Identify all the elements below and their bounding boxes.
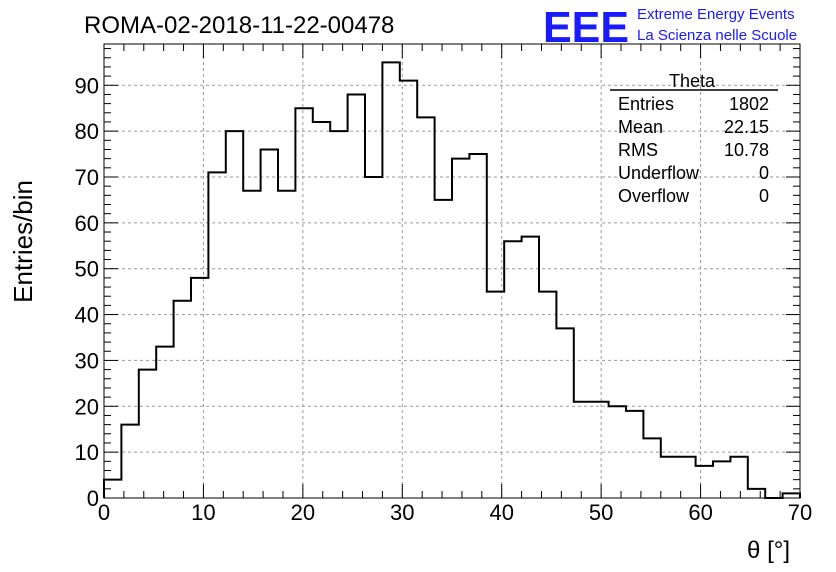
histogram-bin (417, 117, 434, 498)
stats-row-label: RMS (618, 140, 658, 160)
histogram-bin (574, 402, 591, 498)
y-tick-label: 20 (75, 394, 99, 419)
histogram-bin (591, 402, 608, 498)
grid (104, 44, 800, 498)
x-tick-label: 50 (589, 500, 613, 525)
x-tick-label: 40 (489, 500, 513, 525)
histogram-bin (278, 191, 295, 498)
histogram-line (103, 61, 801, 499)
histogram-bin (556, 328, 573, 498)
histogram-bin (643, 438, 660, 498)
stats-title: Theta (669, 71, 716, 91)
x-tick-label: 70 (788, 500, 812, 525)
y-axis-label: Entries/bin (8, 180, 38, 303)
histogram-bin (156, 347, 173, 498)
histogram-bin (121, 425, 138, 498)
x-tick-label: 0 (98, 500, 110, 525)
histogram-bin (435, 200, 452, 498)
histogram-bin (313, 122, 330, 498)
stats-box: Theta Entries 1802 Mean 22.15 RMS 10.78 Underf… (610, 71, 778, 206)
histogram-bin (365, 177, 382, 498)
chart-title: ROMA-02-2018-11-22-00478 (84, 12, 394, 39)
histogram-bin (139, 370, 156, 498)
histogram-bin (452, 159, 469, 498)
histogram-bin (730, 457, 747, 498)
stats-row-label: Entries (618, 94, 674, 114)
histogram-bin (696, 466, 713, 498)
histogram-bin (539, 292, 556, 498)
y-tick-label: 80 (75, 119, 99, 144)
brand-line-1: Extreme Energy Events (637, 6, 795, 23)
x-tick-label: 20 (291, 500, 315, 525)
x-tick-label: 10 (191, 500, 215, 525)
stats-row-label: Mean (618, 117, 663, 137)
stats-row-label: Underflow (618, 163, 700, 183)
histogram-bin (382, 62, 399, 498)
histogram-bin (748, 489, 765, 498)
brand-line-2: La Scienza nelle Scuole (637, 27, 797, 44)
y-tick-label: 50 (75, 257, 99, 282)
eee-logo-mark: EEE (543, 3, 629, 52)
stats-row-value: 10.78 (724, 140, 769, 160)
histogram-bin (487, 292, 504, 498)
histogram-bin (609, 406, 626, 498)
histogram-bin (243, 191, 260, 498)
histogram-bin (783, 493, 800, 498)
x-tick-label: 30 (390, 500, 414, 525)
histogram-bin (504, 241, 521, 498)
x-axis-label: θ [°] (747, 537, 790, 564)
y-tick-label: 90 (75, 73, 99, 98)
y-tick-label: 40 (75, 303, 99, 328)
y-tick-label: 70 (75, 165, 99, 190)
stats-rows: Entries 1802 Mean 22.15 RMS 10.78 Underflow 0 Ov… (618, 94, 769, 206)
y-tick-label: 10 (75, 440, 99, 465)
stats-row-value: 22.15 (724, 117, 769, 137)
histogram-bin (348, 94, 365, 498)
histogram-bin (400, 81, 417, 498)
y-tick-label: 60 (75, 211, 99, 236)
histogram-bin (208, 172, 225, 498)
stats-row-value: 0 (759, 163, 769, 183)
histogram-bin (191, 278, 208, 498)
plot-frame (103, 43, 801, 499)
stats-row-label: Overflow (618, 186, 690, 206)
histogram-bin (330, 131, 347, 498)
tick-labels: 0 10 20 30 40 50 60 70 0 10 20 30 40 50 60 70 80 90 (75, 73, 813, 525)
histogram-bin (661, 457, 678, 498)
histogram-bin (226, 131, 243, 498)
histogram-bin (626, 411, 643, 498)
axis-ticks (103, 44, 801, 499)
stats-row-value: 0 (759, 186, 769, 206)
y-tick-label: 0 (87, 486, 99, 511)
histogram-series (103, 61, 801, 499)
histogram-bin (469, 154, 486, 498)
histogram-bin (522, 237, 539, 498)
y-tick-label: 30 (75, 348, 99, 373)
eee-logo: EEE Extreme Energy Events La Scienza nel… (543, 3, 797, 52)
histogram-bin (174, 301, 191, 498)
x-tick-label: 60 (688, 500, 712, 525)
histogram-bin (261, 149, 278, 498)
histogram-bin (713, 461, 730, 498)
stats-row-value: 1802 (729, 94, 769, 114)
histogram-bin (295, 108, 312, 498)
